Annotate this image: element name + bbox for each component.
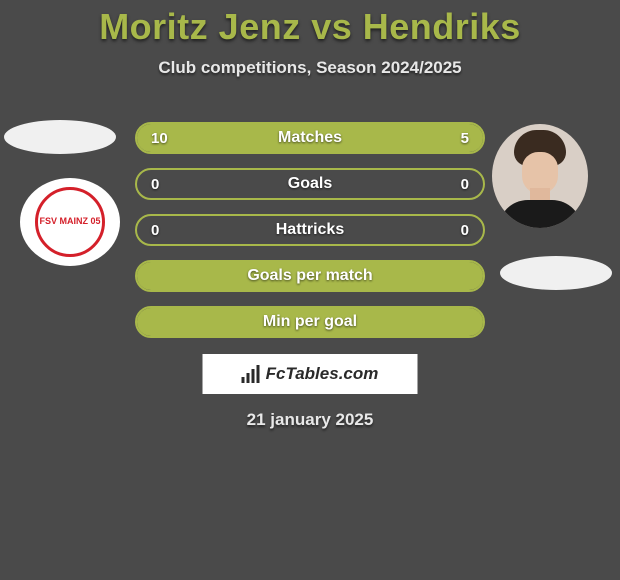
bar-label: Goals: [137, 170, 483, 198]
right-player-avatar: [492, 124, 588, 228]
comparison-bars: 105Matches 00Goals 00Hattricks Goals per ma…: [135, 122, 485, 352]
bar-label: Min per goal: [137, 308, 483, 336]
bar-row: 00Goals: [135, 168, 485, 200]
page-title: Moritz Jenz vs Hendriks: [0, 0, 620, 48]
page-subtitle: Club competitions, Season 2024/2025: [0, 58, 620, 78]
bar-label: Hattricks: [137, 216, 483, 244]
branding-box: FcTables.com: [203, 354, 418, 394]
right-player-oval: [500, 256, 612, 290]
footer-date: 21 january 2025: [0, 410, 620, 430]
bar-row: Min per goal: [135, 306, 485, 338]
left-club-badge: FSV MAINZ 05: [20, 178, 120, 266]
branding-text: FcTables.com: [266, 364, 379, 384]
left-player-oval: [4, 120, 116, 154]
bar-row: 105Matches: [135, 122, 485, 154]
chart-icon: [242, 365, 260, 383]
left-club-badge-label: FSV MAINZ 05: [35, 187, 105, 257]
avatar-shirt: [498, 200, 582, 228]
bar-label: Goals per match: [137, 262, 483, 290]
bar-row: 00Hattricks: [135, 214, 485, 246]
bar-row: Goals per match: [135, 260, 485, 292]
bar-label: Matches: [137, 124, 483, 152]
